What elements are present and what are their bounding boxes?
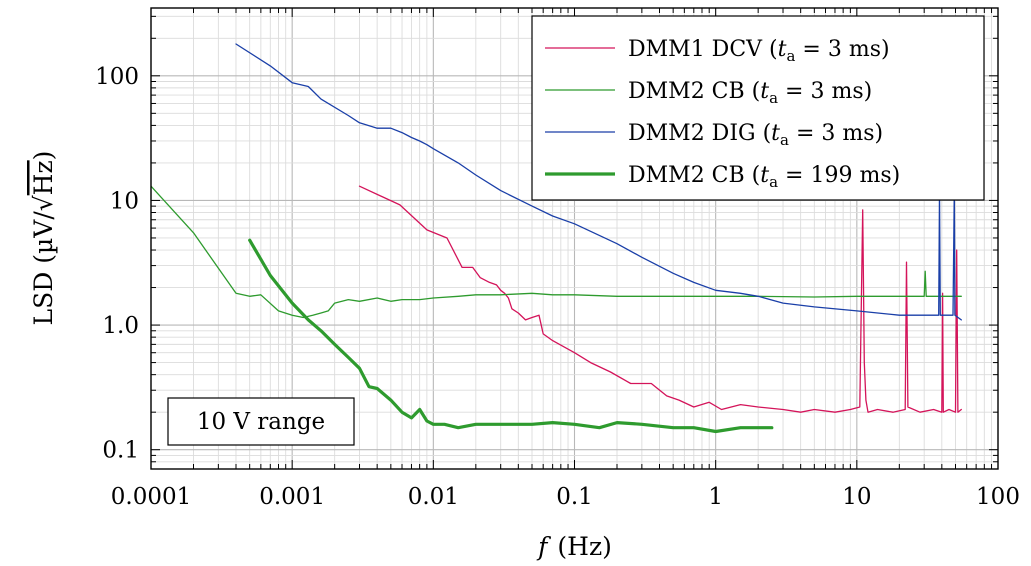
legend-label-text: DMM2 DIG ( (628, 121, 771, 146)
legend-label-var: t (771, 121, 780, 146)
x-tick-label: 0.01 (408, 484, 459, 510)
legend-label-3: DMM2 DIG (ta = 3 ms) (628, 121, 883, 149)
x-axis-label: f (Hz) (536, 532, 612, 561)
range-annotation: 10 V range (167, 397, 355, 446)
series-line-3 (235, 43, 962, 321)
legend-label-text: DMM2 CB ( (628, 163, 760, 188)
legend-label-text: = 3 ms) (778, 79, 872, 104)
y-axis-label-radical: √ (29, 195, 58, 211)
x-tick-label: 1 (708, 484, 723, 510)
y-tick-label: 100 (95, 64, 139, 90)
y-axis-label-radicand: Hz (29, 160, 58, 195)
x-tick-label: 0.001 (259, 484, 325, 510)
legend-label-sub: a (769, 89, 778, 107)
legend: DMM1 DCV (ta = 3 ms)DMM2 CB (ta = 3 ms)D… (531, 15, 985, 201)
y-axis-label-suffix: ) (29, 151, 58, 161)
legend-box (531, 15, 985, 201)
annotation-box (167, 397, 355, 446)
x-tick-label: 0.1 (556, 484, 593, 510)
series-line-2 (151, 185, 962, 319)
series-line-4 (248, 238, 774, 434)
legend-label-text: = 199 ms) (778, 163, 900, 188)
legend-label-2: DMM2 CB (ta = 3 ms) (628, 79, 872, 107)
legend-label-text: DMM2 CB ( (628, 79, 760, 104)
legend-label-text: = 3 ms) (789, 121, 883, 146)
legend-label-text: = 3 ms) (795, 37, 889, 62)
y-tick-label: 10 (110, 188, 139, 214)
tick-labels: 0.0001 0.001 0.01 0.1 1 10 100 0.1 1.0 10 100 (95, 64, 1020, 510)
y-axis-label: LSD (µV/√Hz) (29, 151, 58, 326)
legend-label-var: t (760, 163, 769, 188)
y-axis-label-prefix: LSD (µV/ (29, 211, 58, 326)
y-tick-label: 1.0 (102, 313, 139, 339)
x-tick-label: 10 (842, 484, 871, 510)
series-layer (151, 43, 962, 434)
legend-label-text: DMM1 DCV ( (628, 37, 778, 62)
legend-label-sub: a (769, 173, 778, 191)
legend-label-var: t (760, 79, 769, 104)
legend-label-var: t (778, 37, 787, 62)
legend-label-sub: a (786, 47, 795, 65)
x-tick-label: 100 (976, 484, 1020, 510)
x-axis-label-var: f (536, 532, 551, 561)
legend-label-sub: a (780, 131, 789, 149)
series-line-1 (358, 185, 962, 413)
y-tick-label: 0.1 (102, 438, 139, 464)
legend-label-4: DMM2 CB (ta = 199 ms) (628, 163, 900, 191)
annotation-text: 10 V range (197, 409, 325, 435)
legend-label-1: DMM1 DCV (ta = 3 ms) (628, 37, 890, 65)
axis-ticks (150, 8, 998, 470)
x-axis-label-unit: (Hz) (557, 532, 611, 561)
x-tick-label: 0.0001 (111, 484, 191, 510)
